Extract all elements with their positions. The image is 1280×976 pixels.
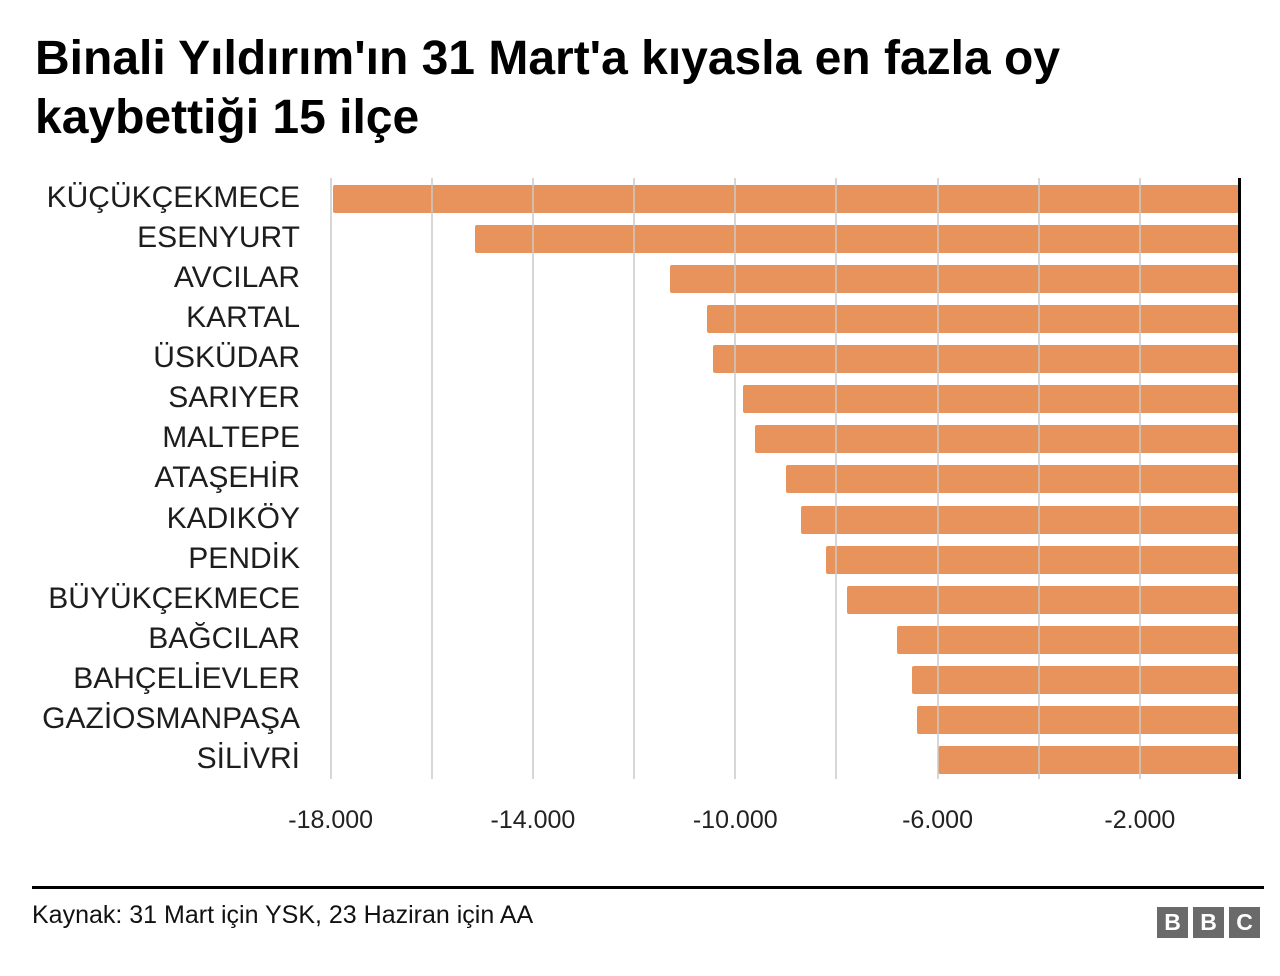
gridline	[329, 178, 332, 779]
category-label: KADIKÖY	[166, 501, 300, 535]
bbc-logo-block: B	[1157, 907, 1188, 938]
category-label: BAHÇELİEVLER	[73, 661, 300, 695]
x-axis-tick-labels: -18.000 -14.000 -10.000 -6.000 -2.000	[288, 806, 1241, 838]
x-tick-label: -2.000	[1104, 806, 1176, 834]
zero-axis-line	[1238, 178, 1241, 779]
bar	[897, 625, 1241, 654]
bar	[755, 425, 1241, 454]
category-axis: KÜÇÜKÇEKMECE ESENYURT AVCILAR KARTAL ÜSKÜDAR…	[0, 178, 308, 779]
bar	[474, 225, 1241, 254]
x-tick-label: -14.000	[490, 806, 576, 834]
category-label: BAĞCILAR	[148, 621, 300, 655]
x-tick-label: -6.000	[902, 806, 973, 834]
plot-area	[318, 178, 1241, 779]
chart-title: Binali Yıldırım'ın 31 Mart'a kıyasla en …	[35, 30, 1155, 147]
category-label: AVCILAR	[173, 261, 300, 295]
x-tick-label: -10.000	[692, 806, 778, 834]
gridline	[936, 178, 939, 779]
gridline	[835, 178, 838, 779]
chart-title-line-2: kaybettiği 15 ilçe	[35, 90, 420, 144]
bar	[742, 385, 1241, 414]
bar	[785, 465, 1241, 494]
category-label: GAZİOSMANPAŞA	[42, 701, 300, 735]
gridline	[1037, 178, 1040, 779]
bar	[912, 665, 1241, 694]
bar	[712, 345, 1241, 374]
category-label: MALTEPE	[162, 421, 300, 455]
bar	[801, 505, 1241, 534]
chart-title-line-1: Binali Yıldırım'ın 31 Mart'a kıyasla en …	[35, 32, 1061, 85]
category-label: ÜSKÜDAR	[153, 341, 300, 375]
bar	[669, 265, 1241, 294]
x-tick-label: -18.000	[288, 806, 374, 834]
source-text: Kaynak: 31 Mart için YSK, 23 Haziran içi…	[32, 901, 534, 929]
bar	[333, 185, 1241, 213]
bar	[846, 585, 1241, 614]
bar	[826, 545, 1241, 574]
category-label: KARTAL	[186, 301, 300, 335]
category-label: ESENYURT	[137, 221, 300, 255]
gridline	[430, 178, 433, 779]
category-label: BÜYÜKÇEKMECE	[48, 581, 300, 615]
category-label: SİLİVRİ	[196, 741, 300, 775]
category-label: KÜÇÜKÇEKMECE	[46, 181, 300, 214]
bar	[707, 305, 1241, 334]
gridline	[734, 178, 737, 779]
footer-divider	[32, 886, 1264, 889]
bbc-logo-block: B	[1193, 907, 1224, 938]
bbc-logo-block: C	[1229, 907, 1260, 938]
bar	[917, 705, 1241, 734]
gridline	[1138, 178, 1141, 779]
gridline	[633, 178, 636, 779]
category-label: ATAŞEHİR	[154, 461, 300, 495]
gridline	[531, 178, 534, 779]
category-label: PENDİK	[188, 541, 300, 575]
bar	[937, 745, 1241, 774]
category-label: SARIYER	[168, 381, 300, 415]
